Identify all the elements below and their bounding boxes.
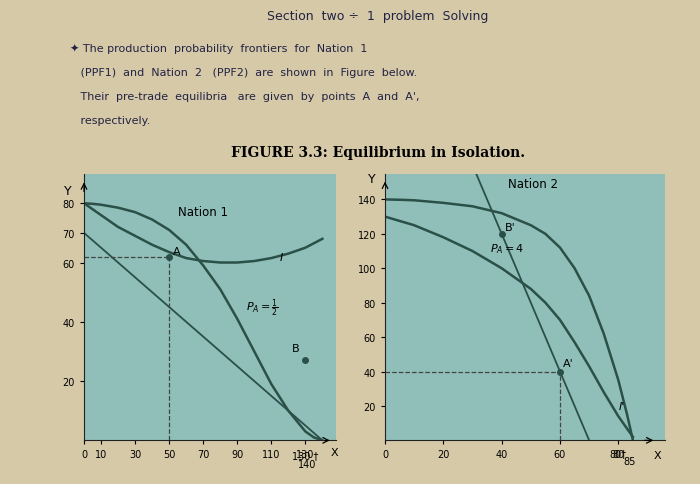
Text: I: I [280,252,283,262]
Text: ✦ The production  probability  frontiers  for  Nation  1: ✦ The production probability frontiers f… [70,44,368,54]
Text: I': I' [618,402,624,411]
Text: (PPF1)  and  Nation  2   (PPF2)  are  shown  in  Figure  below.: (PPF1) and Nation 2 (PPF2) are shown in … [70,68,417,78]
Text: A': A' [563,359,574,369]
Text: B: B [292,344,300,354]
Text: Section  two ÷  1  problem  Solving: Section two ÷ 1 problem Solving [267,10,489,23]
Text: Nation 2: Nation 2 [508,178,557,191]
Text: 130 †: 130 † [292,450,318,460]
Text: 85: 85 [624,456,636,467]
Text: $P_A=\frac{1}{2}$: $P_A=\frac{1}{2}$ [246,296,279,318]
Text: B': B' [505,223,515,233]
Text: Their  pre-trade  equilibria   are  given  by  points  A  and  A',: Their pre-trade equilibria are given by … [70,92,419,102]
Text: Nation 1: Nation 1 [178,206,228,219]
Text: respectively.: respectively. [70,116,150,126]
Text: X: X [331,447,339,457]
Text: X: X [653,450,661,460]
Text: $P_A=4$: $P_A=4$ [490,242,524,256]
Text: FIGURE 3.3: Equilibrium in Isolation.: FIGURE 3.3: Equilibrium in Isolation. [231,146,525,160]
Text: 80†: 80† [610,448,627,458]
Text: Y: Y [64,185,71,198]
Text: A: A [172,246,180,256]
Text: Y: Y [368,173,375,186]
Text: 140: 140 [298,459,316,469]
